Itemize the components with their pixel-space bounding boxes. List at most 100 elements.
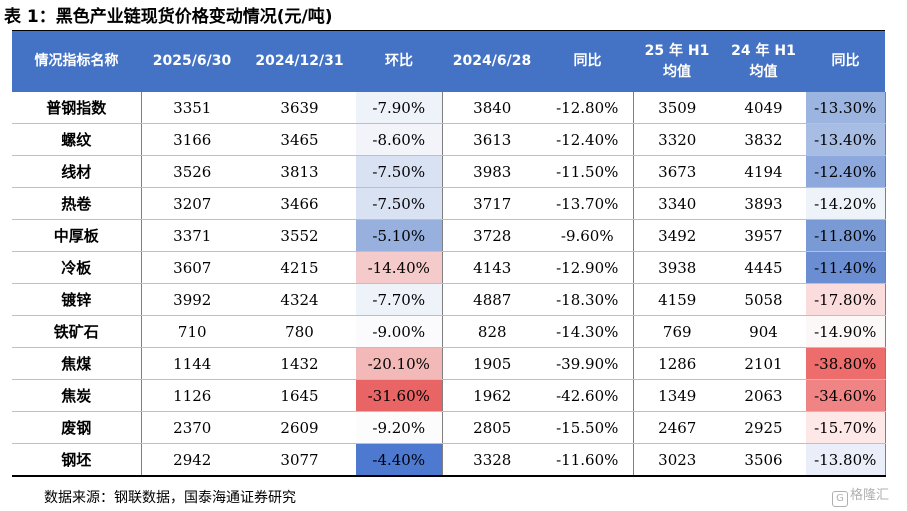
value-2025-6-30: 3607 [141,251,243,284]
table-row: 钢坯 2942 3077 -4.40% 3328 -11.60% 3023 3506 -13.8… [12,443,886,477]
header-24h1-avg: 24 年 H1 均值 [721,31,806,92]
value-2024-12-31: 3077 [243,443,356,477]
avg-25h1: 2467 [633,411,721,444]
mom-change: -8.60% [356,123,443,156]
avg-24h1: 3832 [721,123,806,156]
table-row: 热卷 3207 3466 -7.50% 3717 -13.70% 3340 3893 -14.2… [12,187,886,220]
value-2024-6-28: 3328 [442,443,542,477]
value-2024-12-31: 1432 [243,347,356,380]
yoy-change: -12.80% [542,92,634,124]
table-title: 表 1：黑色产业链现货价格变动情况(元/吨) [4,7,333,27]
mom-change: -4.40% [356,443,443,477]
header-24h1-line2: 均值 [749,63,778,80]
value-2025-6-30: 2942 [141,443,243,477]
table-row: 焦炭 1126 1645 -31.60% 1962 -42.60% 1349 2063 -34.… [12,379,886,412]
table-row: 线材 3526 3813 -7.50% 3983 -11.50% 3673 4194 -12.4… [12,155,886,188]
yoy-h1-change: -38.80% [806,347,886,380]
yoy-h1-change: -15.70% [806,411,886,444]
header-yoy: 同比 [542,31,633,92]
avg-24h1: 2101 [721,347,806,380]
watermark-logo-icon: G [832,491,848,507]
avg-25h1: 3673 [633,155,721,188]
avg-24h1: 2063 [721,379,806,412]
avg-25h1: 3938 [633,251,721,284]
yoy-change: -39.90% [542,347,634,380]
value-2024-6-28: 3983 [442,155,542,188]
mom-change: -7.70% [356,283,443,316]
mom-change: -9.20% [356,411,443,444]
value-2024-12-31: 3465 [243,123,356,156]
row-name: 冷板 [12,251,142,284]
source-note: 数据来源：钢联数据，国泰海通证券研究 [44,490,296,506]
header-24h1-line1: 24 年 H1 [731,42,796,59]
watermark: G 格隆汇 [832,484,889,507]
yoy-h1-change: -12.40% [806,155,886,188]
row-name: 焦煤 [12,347,142,380]
avg-24h1: 2925 [721,411,806,444]
yoy-change: -13.70% [542,187,634,220]
avg-24h1: 4049 [721,92,806,124]
row-name: 线材 [12,155,142,188]
value-2024-12-31: 780 [243,315,356,348]
avg-24h1: 3893 [721,187,806,220]
header-date-2025-6-30: 2025/6/30 [141,31,243,92]
header-25h1-line2: 均值 [663,63,691,80]
avg-24h1: 4445 [721,251,806,284]
mom-change: -5.10% [356,219,443,252]
value-2025-6-30: 3526 [141,155,243,188]
header-row: 情况指标名称 2025/6/30 2024/12/31 环比 2024/6/28… [12,31,885,92]
yoy-h1-change: -13.30% [806,92,886,124]
yoy-h1-change: -11.40% [806,251,886,284]
header-yoy-h1: 同比 [806,31,885,92]
value-2024-6-28: 3613 [442,123,542,156]
avg-24h1: 3957 [721,219,806,252]
row-name: 废钢 [12,411,142,444]
value-2024-12-31: 3552 [243,219,356,252]
value-2025-6-30: 1144 [141,347,243,380]
mom-change: -31.60% [356,379,443,412]
row-name: 钢坯 [12,443,142,477]
value-2024-6-28: 3840 [442,92,542,124]
avg-25h1: 3492 [633,219,721,252]
yoy-h1-change: -34.60% [806,379,886,412]
avg-24h1: 5058 [721,283,806,316]
yoy-change: -11.50% [542,155,634,188]
yoy-change: -15.50% [542,411,634,444]
value-2024-12-31: 4215 [243,251,356,284]
table-row: 冷板 3607 4215 -14.40% 4143 -12.90% 3938 4445 -11.… [12,251,886,284]
row-name: 普钢指数 [12,92,142,124]
avg-25h1: 1349 [633,379,721,412]
value-2024-6-28: 3728 [442,219,542,252]
avg-25h1: 769 [633,315,721,348]
value-2024-12-31: 3813 [243,155,356,188]
yoy-change: -12.40% [542,123,634,156]
avg-25h1: 1286 [633,347,721,380]
mom-change: -7.50% [356,187,443,220]
mom-change: -7.90% [356,92,443,124]
row-name: 中厚板 [12,219,142,252]
header-indicator: 情况指标名称 [12,31,141,92]
mom-change: -20.10% [356,347,443,380]
header-date-2024-12-31: 2024/12/31 [243,31,356,92]
value-2025-6-30: 3166 [141,123,243,156]
row-name: 热卷 [12,187,142,220]
yoy-change: -11.60% [542,443,634,477]
value-2024-6-28: 4143 [442,251,542,284]
header-mom: 环比 [356,31,442,92]
price-table: 情况指标名称 2025/6/30 2024/12/31 环比 2024/6/28… [12,31,886,477]
header-25h1-avg: 25 年 H1 均值 [633,31,721,92]
value-2024-12-31: 4324 [243,283,356,316]
avg-25h1: 3509 [633,92,721,124]
value-2025-6-30: 3207 [141,187,243,220]
avg-25h1: 3023 [633,443,721,477]
value-2025-6-30: 3992 [141,283,243,316]
value-2024-6-28: 3717 [442,187,542,220]
mom-change: -9.00% [356,315,443,348]
avg-25h1: 4159 [633,283,721,316]
table-row: 螺纹 3166 3465 -8.60% 3613 -12.40% 3320 3832 -13.4… [12,123,886,156]
yoy-change: -12.90% [542,251,634,284]
header-date-2024-6-28: 2024/6/28 [442,31,542,92]
value-2024-6-28: 4887 [442,283,542,316]
value-2024-12-31: 2609 [243,411,356,444]
row-name: 焦炭 [12,379,142,412]
